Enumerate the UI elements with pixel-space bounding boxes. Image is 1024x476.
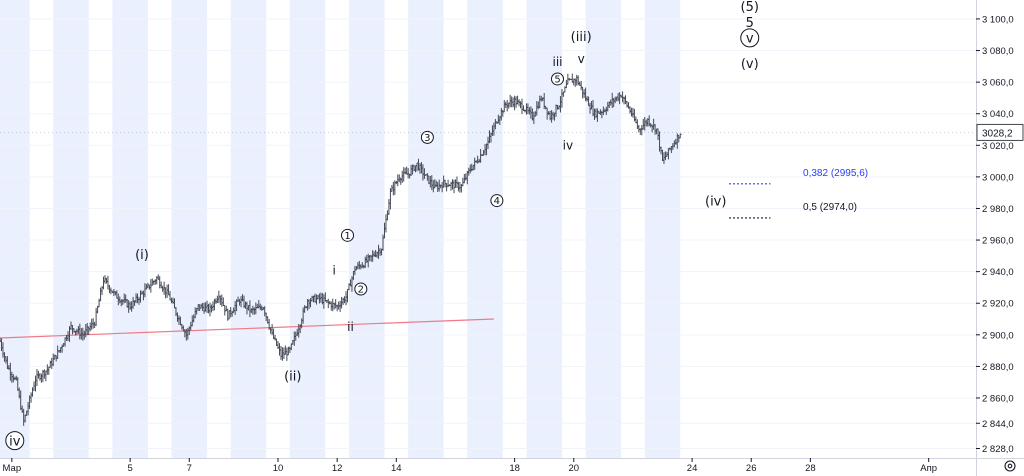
x-tick-label: 5 <box>127 463 132 474</box>
y-tick-label: 3 100,0 <box>982 14 1014 25</box>
y-tick-label: 2 920,0 <box>982 299 1014 310</box>
last-price-label: 3028,2 <box>982 128 1013 139</box>
last-price-badge <box>976 123 1024 141</box>
wave-label: (iv) <box>705 194 726 209</box>
wave-label: ii <box>347 320 354 334</box>
session-band <box>585 0 622 458</box>
y-tick-label: 2 940,0 <box>982 267 1014 278</box>
wave-label: iii <box>552 55 562 69</box>
x-tick-label: Апр <box>920 463 937 474</box>
x-tick-label: 7 <box>187 463 192 474</box>
wave-label-circle <box>341 228 355 242</box>
wave-label-circle <box>490 194 504 208</box>
wave-label: v <box>746 32 754 47</box>
wave-label: (ii) <box>284 370 301 385</box>
wave-label: i <box>333 263 336 277</box>
wave-label: 4 <box>494 196 500 207</box>
wave-label: 5 <box>746 16 754 31</box>
session-shading <box>0 0 681 458</box>
wave-label: 1 <box>344 231 350 242</box>
y-tick-label: 2 900,0 <box>982 330 1014 341</box>
gear-icon[interactable] <box>1004 460 1016 472</box>
session-band <box>53 0 89 458</box>
wave-label: v <box>578 52 585 66</box>
x-tick-label: 28 <box>805 463 816 474</box>
y-tick-label: 3 020,0 <box>982 141 1014 152</box>
x-tick-label: 12 <box>332 463 343 474</box>
y-tick-label: 2 880,0 <box>982 362 1014 373</box>
grid-lines <box>0 18 976 450</box>
fib-level-label: 0,5 (2974,0) <box>803 202 857 213</box>
y-tick-label: 3 000,0 <box>982 172 1014 183</box>
x-tick-label: 14 <box>391 463 402 474</box>
fib-level-label: 0,382 (2995,6) <box>803 168 868 179</box>
wave-label: iv <box>563 139 573 153</box>
wave-label: (v) <box>741 57 759 72</box>
wave-label: (5) <box>741 0 759 15</box>
wave-label: 5 <box>554 75 560 86</box>
y-tick-label: 2 860,0 <box>982 393 1014 404</box>
wave-label-circle <box>551 72 565 86</box>
wave-label: 3 <box>424 133 430 144</box>
wave-label-circle <box>420 130 434 144</box>
x-tick-label: 26 <box>746 463 757 474</box>
wave-label: iv <box>9 434 21 449</box>
fibonacci-levels[interactable]: 0,382 (2995,6) 0,5 (2974,0) <box>729 168 868 219</box>
y-tick-label: 3 080,0 <box>982 46 1014 57</box>
x-tick-label: 18 <box>509 463 520 474</box>
y-tick-label: 2 960,0 <box>982 236 1014 247</box>
session-band <box>112 0 148 458</box>
session-band <box>289 0 326 458</box>
x-tick-label: 24 <box>687 463 698 474</box>
session-band <box>467 0 503 458</box>
session-band <box>644 0 681 458</box>
wave-label: (iii) <box>571 30 592 45</box>
wave-label: 2 <box>358 285 364 296</box>
session-band <box>171 0 208 458</box>
wave-label: (i) <box>135 248 149 263</box>
x-tick-label: Мар <box>3 463 22 474</box>
y-tick-label: 2 844,0 <box>982 419 1014 430</box>
wave-label-circle <box>354 282 368 296</box>
y-axis-ticks: 3 100,0 3 080,0 3 060,0 3 040,0 3 020,0 3 000… <box>976 14 1014 455</box>
session-band <box>0 0 30 458</box>
y-tick-label: 3 060,0 <box>982 78 1014 89</box>
x-tick-label: 10 <box>273 463 284 474</box>
y-tick-label: 3 040,0 <box>982 109 1014 120</box>
price-bars <box>0 73 682 426</box>
session-band <box>348 0 385 458</box>
wave-label-circle <box>5 431 25 451</box>
y-tick-label: 2 980,0 <box>982 204 1014 215</box>
session-band <box>230 0 267 458</box>
session-band <box>408 0 444 458</box>
x-tick-label: 20 <box>568 463 579 474</box>
y-tick-label: 2 828,0 <box>982 444 1014 455</box>
last-price-layer: 3028,2 <box>0 123 1024 141</box>
wave-label-circle <box>740 28 760 48</box>
x-axis-ticks: Мар 5 7 10 12 14 18 20 24 26 28 Апр <box>3 458 937 474</box>
